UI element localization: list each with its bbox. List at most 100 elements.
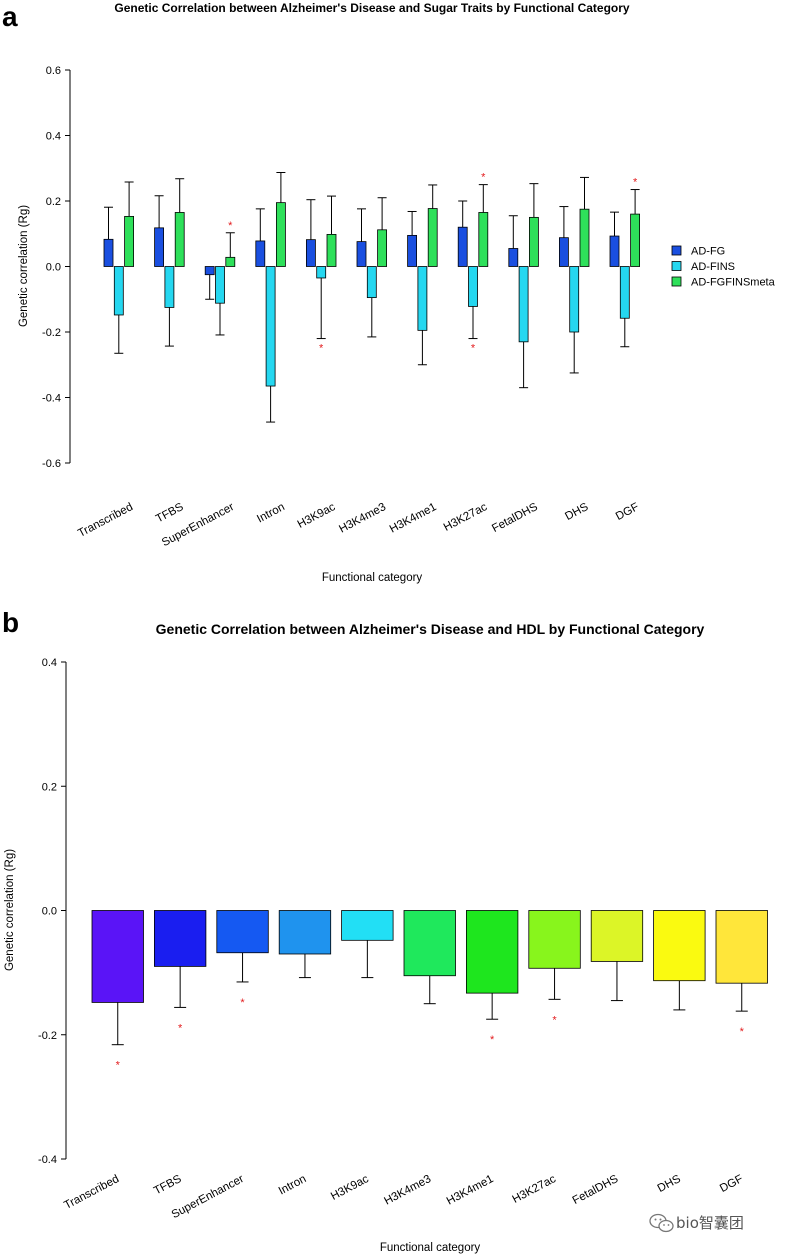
panel-a-bar-ad-fg — [103, 238, 114, 267]
panel-a-bar-ad-fgfinsmeta — [630, 213, 640, 267]
panel-a-legend: AD-FG AD-FINS AD-FGFINSmeta — [671, 245, 776, 289]
panel-a-bars: * * * * * — [103, 172, 640, 423]
panel-b-y-tick-label: 0.0 — [42, 906, 57, 918]
panel-a-significance-marker: * — [633, 177, 638, 189]
panel-a-bar-ad-fg — [559, 237, 569, 267]
panel-a-bar-ad-fg — [305, 239, 316, 267]
panel-a-bar-ad-fins — [215, 266, 225, 304]
panel-a-significance-marker: * — [319, 343, 324, 355]
panel-a-bar-ad-fins — [518, 266, 529, 343]
panel-a-y-axis-label: Genetic correlation (Rg) — [18, 205, 30, 327]
panel-a-bar-ad-fins — [569, 266, 580, 333]
panel-a-bar-ad-fins — [164, 266, 175, 308]
panel-a-y-tick-label: -0.4 — [42, 393, 61, 405]
panel-a-bar-ad-fgfinsmeta — [124, 215, 134, 267]
panel-b-y-tick-label: 0.2 — [42, 781, 57, 793]
panel-a-significance-marker: * — [481, 172, 486, 184]
panel-a-bar-ad-fgfinsmeta — [225, 256, 236, 267]
panel-a-legend-swatch — [671, 245, 682, 256]
panel-a-legend-label: AD-FINS — [691, 261, 735, 273]
panel-a-bar-ad-fgfinsmeta — [275, 202, 286, 267]
panel-a-category-label: DHS — [563, 501, 590, 523]
panel-a-bar-ad-fgfinsmeta — [174, 212, 185, 267]
panel-a-legend-swatch — [671, 261, 682, 271]
panel-b-bar — [715, 910, 768, 984]
panel-b-category-label: Transcribed — [62, 1173, 121, 1212]
panel-a-bar-ad-fg — [609, 235, 620, 267]
panel-b-significance-marker: * — [240, 997, 245, 1009]
panel-a-bar-ad-fgfinsmeta — [529, 216, 539, 267]
panel-a-bar-ad-fg — [508, 248, 519, 267]
panel-b-bar — [216, 910, 269, 954]
panel-a: a Genetic Correlation between Alzheimer'… — [2, 1, 776, 584]
panel-b-significance-marker: * — [116, 1060, 121, 1072]
panel-a-bar-ad-fgfinsmeta — [377, 229, 388, 267]
panel-a-y-tick-label: 0.6 — [46, 65, 61, 77]
panel-a-significance-marker: * — [228, 220, 233, 232]
panel-b-bar — [153, 910, 207, 967]
panel-b-bars: * * * * * * — [91, 910, 768, 1072]
panel-a-y-ticks: -0.6 -0.4 -0.2 0.0 0.2 0.4 0.6 — [42, 65, 70, 470]
panel-b-y-tick-label: -0.4 — [38, 1154, 57, 1166]
panel-a-significance-marker: * — [471, 343, 476, 355]
panel-a-bar-ad-fins — [366, 266, 377, 299]
panel-a-category-label: H3K9ac — [296, 501, 338, 531]
panel-b: b Genetic Correlation between Alzheimer'… — [2, 607, 768, 1254]
panel-a-category-label: Transcribed — [76, 501, 135, 540]
panel-a-legend-label: AD-FG — [691, 246, 725, 258]
panel-b-bar — [341, 910, 394, 941]
panel-b-category-label: FetalDHS — [571, 1173, 621, 1207]
panel-a-bar-ad-fins — [316, 266, 327, 279]
panel-b-y-tick-label: -0.2 — [38, 1030, 57, 1042]
panel-b-significance-marker: * — [552, 1014, 557, 1026]
panel-a-bar-ad-fins — [265, 266, 276, 387]
panel-b-category-label: TFBS — [152, 1173, 184, 1198]
panel-a-category-label: DGF — [614, 501, 641, 523]
panel-b-category-label: H3K27ac — [511, 1173, 559, 1206]
panel-a-bar-ad-fins — [619, 266, 630, 319]
panel-b-category-label: H3K9ac — [329, 1173, 371, 1203]
panel-a-legend-swatch — [671, 276, 682, 287]
panel-a-bar-ad-fg — [255, 240, 266, 267]
panel-a-category-label: H3K4me1 — [388, 501, 439, 536]
panel-a-bar-ad-fins — [113, 266, 124, 316]
watermark-text: bio智囊团 — [676, 1214, 744, 1232]
panel-b-bar — [403, 910, 456, 977]
panel-b-y-axis-label: Genetic correlation (Rg) — [4, 849, 16, 971]
panel-b-bar — [590, 910, 644, 962]
panel-a-bar-ad-fgfinsmeta — [478, 212, 489, 267]
panel-a-x-axis-label: Functional category — [322, 572, 423, 584]
panel-b-bar — [465, 910, 519, 994]
panel-a-bar-ad-fg — [457, 226, 468, 267]
panel-b-category-label: H3K4me3 — [382, 1173, 433, 1208]
panel-a-y-tick-label: -0.6 — [42, 458, 61, 470]
panel-a-category-label: TFBS — [154, 501, 186, 526]
panel-b-bar — [528, 910, 581, 969]
watermark: bio智囊团 — [649, 1213, 744, 1233]
panel-a-bar-ad-fgfinsmeta — [579, 208, 590, 267]
panel-a-label: a — [2, 1, 18, 32]
panel-a-bar-ad-fins — [468, 266, 478, 307]
panel-a-title: Genetic Correlation between Alzheimer's … — [114, 1, 630, 15]
wechat-icon — [649, 1213, 674, 1233]
panel-a-bar-ad-fg — [407, 234, 418, 267]
panel-a-category-label: Intron — [255, 501, 287, 525]
panel-a-category-label: H3K27ac — [442, 501, 490, 534]
panel-b-significance-marker: * — [740, 1026, 745, 1038]
panel-b-label: b — [2, 607, 19, 638]
panel-a-bar-ad-fg — [204, 266, 215, 276]
panel-a-category-label: FetalDHS — [490, 501, 540, 535]
panel-a-y-tick-label: -0.2 — [42, 327, 61, 339]
panel-a-bar-ad-fgfinsmeta — [427, 208, 438, 267]
panel-a-bar-ad-fg — [356, 241, 367, 267]
panel-a-legend-label: AD-FGFINSmeta — [691, 277, 776, 289]
panel-b-significance-marker: * — [490, 1034, 495, 1046]
panel-b-category-label: H3K4me1 — [445, 1173, 496, 1208]
panel-b-title: Genetic Correlation between Alzheimer's … — [156, 621, 705, 637]
panel-b-y-ticks: -0.4 -0.2 0.0 0.2 0.4 — [38, 657, 66, 1166]
panel-b-x-axis-label: Functional category — [380, 1242, 481, 1254]
panel-a-category-label: H3K4me3 — [337, 501, 388, 536]
panel-b-bar — [278, 910, 332, 955]
panel-a-bar-ad-fg — [154, 227, 165, 267]
